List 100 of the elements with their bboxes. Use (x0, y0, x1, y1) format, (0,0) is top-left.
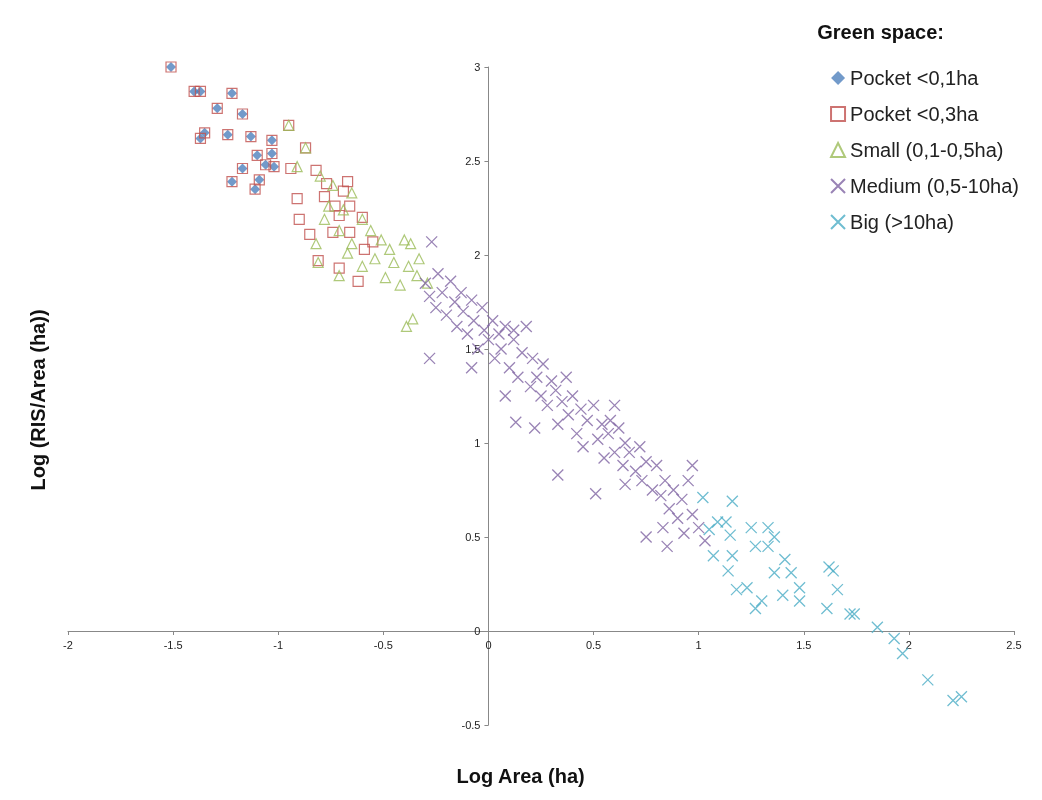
x-tick-label: 2 (905, 638, 912, 651)
point (346, 238, 358, 250)
legend-label: Medium (0,5-10ha) (850, 175, 1019, 197)
x-tick-label: -1 (273, 638, 284, 651)
point (721, 564, 735, 577)
point (327, 226, 339, 239)
point (400, 320, 413, 333)
point (402, 260, 415, 272)
point (310, 164, 322, 176)
point (358, 243, 371, 255)
x-tick-label: -0.5 (373, 638, 393, 651)
point (407, 313, 419, 325)
x-tick-label: 1 (695, 638, 702, 651)
point (761, 540, 775, 553)
point (848, 607, 861, 621)
legend-label: Pocket <0,3ha (850, 103, 980, 125)
point (320, 177, 333, 190)
legend-label: Pocket <0,1ha (850, 67, 980, 89)
point (888, 632, 901, 645)
point (291, 193, 303, 205)
point (344, 200, 356, 212)
point (726, 495, 739, 508)
point (411, 270, 423, 282)
x-axis-title: Log Area (ha) (456, 765, 585, 787)
x-tick-label: 2.5 (1006, 638, 1022, 651)
y-tick-label: -0.5 (461, 719, 481, 731)
point (745, 521, 758, 534)
point (394, 279, 406, 291)
point (333, 270, 345, 282)
y-tick-label: 0 (474, 625, 481, 637)
point (820, 602, 834, 615)
point (285, 162, 297, 175)
point (337, 204, 349, 216)
point (707, 549, 720, 562)
point (352, 275, 364, 287)
point (785, 566, 798, 579)
y-tick-label: 3 (474, 61, 481, 73)
legend-label: Big (>10ha) (850, 211, 954, 233)
point (822, 560, 836, 574)
point (413, 253, 425, 265)
point (333, 262, 345, 274)
point (310, 238, 322, 250)
point (749, 602, 762, 615)
point (405, 238, 417, 250)
point (768, 530, 781, 544)
x-tick-label: 0.5 (585, 638, 602, 651)
point (696, 491, 710, 504)
point (384, 243, 396, 255)
point (831, 583, 844, 596)
point (740, 581, 754, 594)
point (329, 200, 341, 212)
point (946, 694, 960, 707)
point (388, 256, 400, 269)
point (761, 521, 775, 534)
point (749, 540, 762, 553)
point (724, 528, 737, 542)
point (379, 271, 392, 284)
point (719, 515, 733, 529)
point (955, 690, 968, 703)
point (730, 583, 743, 596)
point (314, 170, 326, 182)
point (726, 549, 739, 562)
x-tick-label: -1.5 (163, 638, 183, 651)
point (367, 236, 379, 248)
point (398, 234, 410, 246)
point (369, 253, 381, 265)
x-tick-label: -2 (63, 638, 73, 651)
point (827, 564, 840, 577)
point (342, 176, 354, 188)
x-tick-label: 1.5 (796, 638, 812, 651)
y-axis-title: Log (RIS/Area (ha)) (27, 309, 49, 491)
point (304, 228, 316, 240)
point (871, 621, 884, 634)
point (323, 200, 335, 212)
y-tick-label: 2.5 (465, 155, 481, 167)
point (337, 185, 349, 197)
point (768, 566, 781, 579)
point (291, 161, 303, 173)
point (755, 594, 768, 608)
y-tick-label: 2 (474, 249, 481, 261)
point (711, 515, 724, 529)
point (778, 553, 792, 566)
x-tick-label: 0 (485, 638, 492, 651)
y-tick-label: 1.5 (465, 343, 481, 355)
point (342, 247, 354, 259)
point (843, 607, 857, 621)
point (333, 209, 345, 222)
point (703, 523, 716, 536)
point (318, 191, 331, 203)
y-tick-label: 1 (474, 437, 481, 449)
point (327, 179, 339, 192)
point (365, 224, 377, 237)
y-tick-label: 0.5 (465, 531, 481, 543)
point (333, 224, 345, 237)
point (293, 213, 305, 225)
point (375, 234, 387, 246)
legend-label: Small (0,1-0,5ha) (850, 139, 1004, 161)
point (318, 213, 331, 225)
point (921, 673, 934, 687)
legend-title: Green space: (817, 21, 945, 43)
